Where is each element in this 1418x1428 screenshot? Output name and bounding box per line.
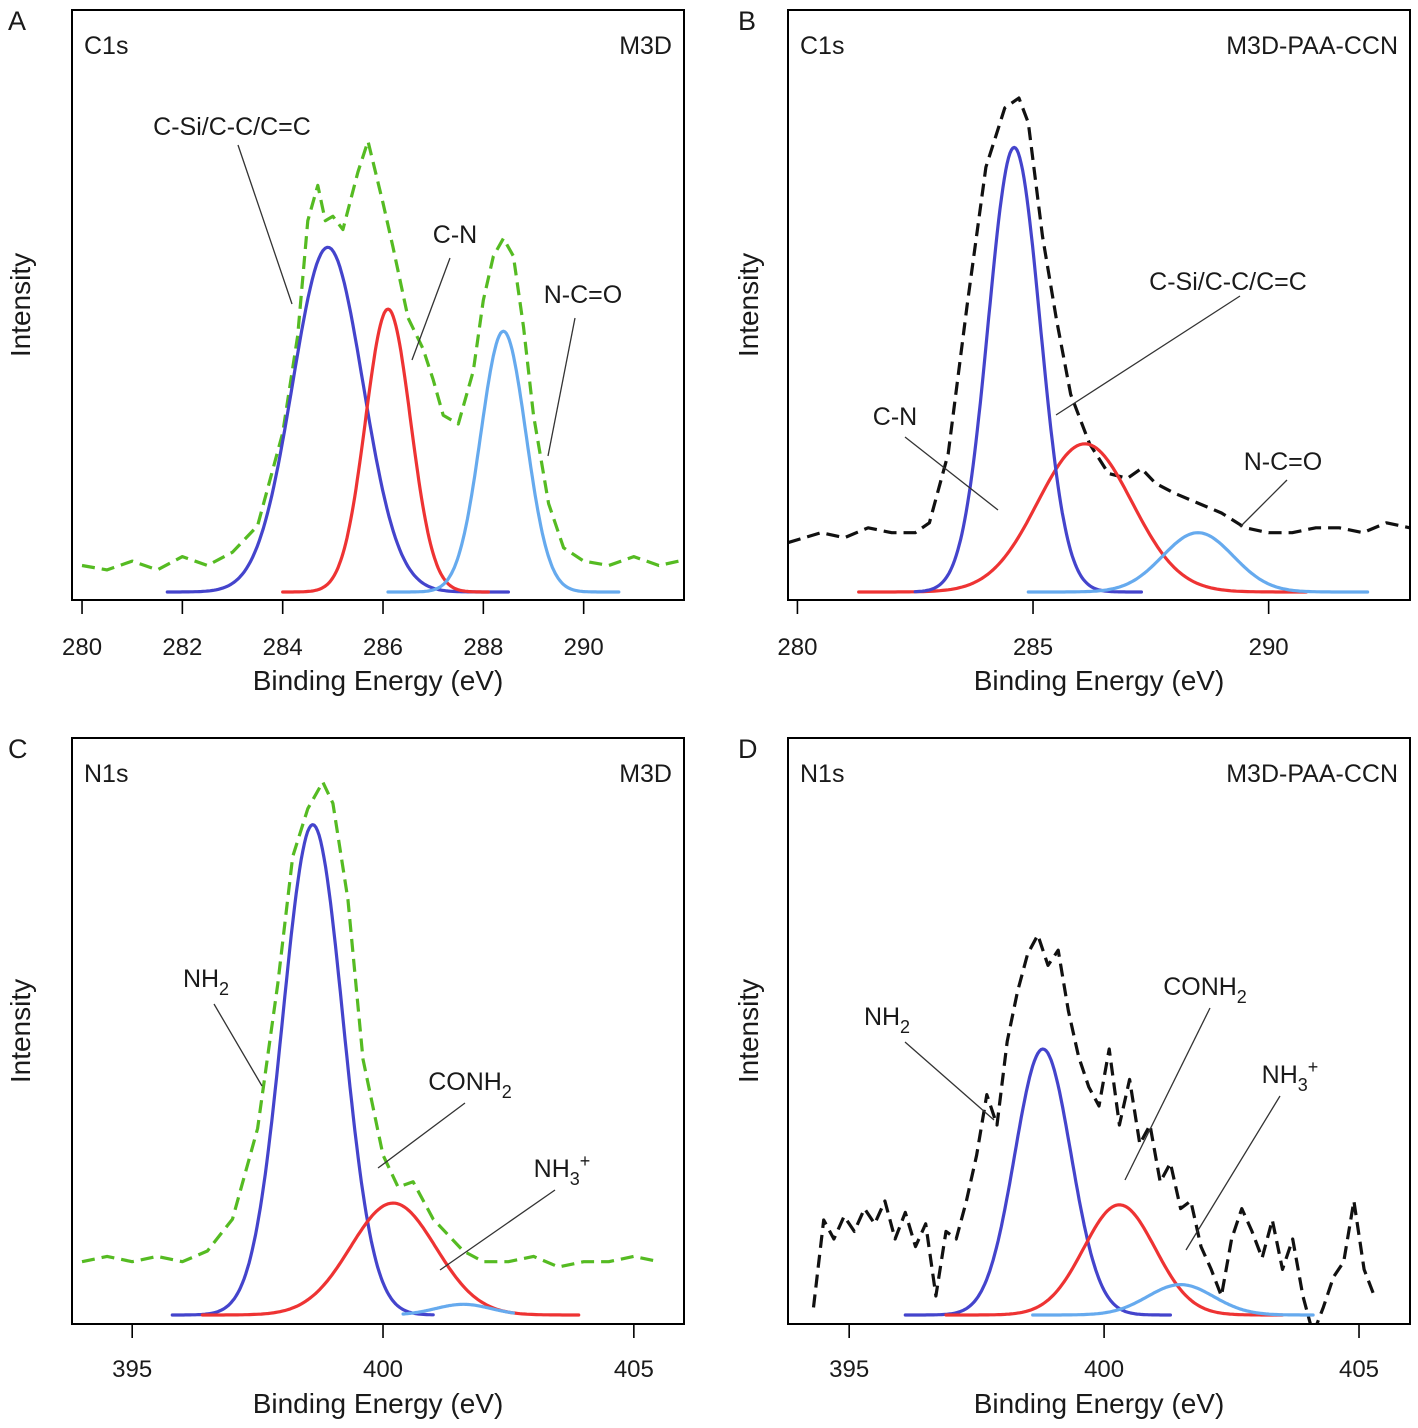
fit-peak-curve	[386, 329, 621, 594]
plot-area	[81, 139, 680, 594]
x-tick-label: 280	[62, 634, 102, 661]
fit-peak-curve	[1026, 531, 1370, 594]
x-axis-label: Binding Energy (eV)	[253, 665, 504, 696]
x-axis-label: Binding Energy (eV)	[974, 1388, 1225, 1419]
core-level-label: C1s	[84, 32, 128, 60]
x-tick-label: 282	[162, 634, 202, 661]
x-axis-label: Binding Energy (eV)	[253, 1388, 504, 1419]
x-tick-label: 395	[112, 1356, 152, 1383]
plot-area	[811, 933, 1376, 1323]
x-tick-label: 286	[363, 634, 403, 661]
sample-label: M3D	[619, 32, 672, 60]
peak-annotation-label: C-N	[873, 403, 917, 431]
annotation-leader-line	[1124, 1007, 1211, 1181]
x-tick-label: 288	[463, 634, 503, 661]
annotation-leader-line	[439, 1189, 556, 1271]
annotation-leader-line	[1055, 295, 1241, 416]
measured-spectrum	[81, 780, 660, 1269]
peak-annotation-label: N-C=O	[544, 281, 622, 309]
fit-peak-curve	[944, 1203, 1285, 1317]
peak-annotation-label: C-N	[433, 221, 477, 249]
annotation-leader-line	[377, 1102, 466, 1169]
sample-label: M3D-PAA-CCN	[1226, 760, 1398, 788]
sample-label: M3D-PAA-CCN	[1226, 32, 1398, 60]
core-level-label: C1s	[800, 32, 844, 60]
peak-annotation-label: NH2	[864, 1003, 910, 1037]
core-level-label: N1s	[84, 760, 128, 788]
y-axis-label: Intensity	[5, 253, 36, 357]
plot-area	[789, 96, 1409, 594]
x-tick-label: 395	[829, 1356, 869, 1383]
panel-letter: A	[8, 6, 26, 36]
measured-spectrum	[811, 933, 1376, 1323]
peak-annotation-label: NH3+	[534, 1151, 591, 1189]
plot-frame	[787, 737, 1411, 1325]
peak-annotation-label: NH2	[183, 965, 229, 999]
measured-spectrum	[81, 139, 680, 572]
plot-frame	[71, 9, 685, 601]
chart-panel-a: A C1s M3D 280 282 284 286 288 290 Binding Energy …	[5, 6, 685, 696]
x-tick-label: 290	[564, 634, 604, 661]
fit-peak-curve	[401, 1302, 515, 1316]
fit-peak-curve	[857, 442, 1308, 594]
core-level-label: N1s	[800, 760, 844, 788]
x-tick-label: 405	[1339, 1356, 1379, 1383]
annotation-leader-line	[1239, 479, 1288, 528]
fit-peak-curve	[170, 823, 435, 1317]
plot-frame	[71, 737, 685, 1325]
y-axis-label: Intensity	[733, 253, 764, 357]
x-tick-label: 284	[263, 634, 303, 661]
plot-frame	[787, 9, 1411, 601]
fit-peak-curve	[281, 307, 490, 594]
annotation-leader-line	[904, 1041, 995, 1121]
panel-letter: B	[738, 6, 756, 36]
annotation-leader-line	[904, 436, 999, 511]
peak-annotation-label: CONH2	[1163, 973, 1247, 1007]
x-tick-label: 280	[777, 634, 817, 661]
y-axis-label: Intensity	[5, 979, 36, 1083]
x-tick-label: 290	[1249, 634, 1289, 661]
fit-peak-curve	[165, 245, 510, 594]
sample-label: M3D	[619, 760, 672, 788]
plot-area	[81, 780, 660, 1317]
y-axis-label: Intensity	[733, 979, 764, 1083]
annotation-leader-line	[411, 257, 451, 361]
chart-panel-d: D N1s M3D-PAA-CCN 395 400 405 Binding Energy (…	[733, 734, 1411, 1419]
x-tick-label: 400	[363, 1356, 403, 1383]
peak-annotation-label: CONH2	[428, 1068, 512, 1102]
panel-letter: D	[738, 734, 758, 764]
peak-annotation-label: NH3+	[1262, 1057, 1319, 1095]
fit-peak-curve	[1031, 1283, 1315, 1317]
x-tick-label: 405	[614, 1356, 654, 1383]
annotation-leader-line	[1185, 1095, 1281, 1251]
x-tick-label: 285	[1013, 634, 1053, 661]
fit-peak-curve	[200, 1201, 581, 1317]
peak-annotation-label: N-C=O	[1244, 448, 1322, 476]
annotation-leader-line	[547, 317, 576, 457]
annotation-leader-line	[237, 144, 293, 305]
chart-panel-c: C N1s M3D 395 400 405 Binding Energy (eV) Inten…	[5, 734, 685, 1419]
peak-annotation-label: C-Si/C-C/C=C	[153, 113, 311, 141]
peak-annotation-label: C-Si/C-C/C=C	[1149, 268, 1307, 296]
x-tick-label: 400	[1084, 1356, 1124, 1383]
x-axis-label: Binding Energy (eV)	[974, 665, 1225, 696]
chart-panel-b: B C1s M3D-PAA-CCN 280 285 290 Binding Energy (…	[733, 6, 1411, 696]
annotation-leader-line	[213, 1003, 263, 1087]
panel-letter: C	[8, 734, 28, 764]
